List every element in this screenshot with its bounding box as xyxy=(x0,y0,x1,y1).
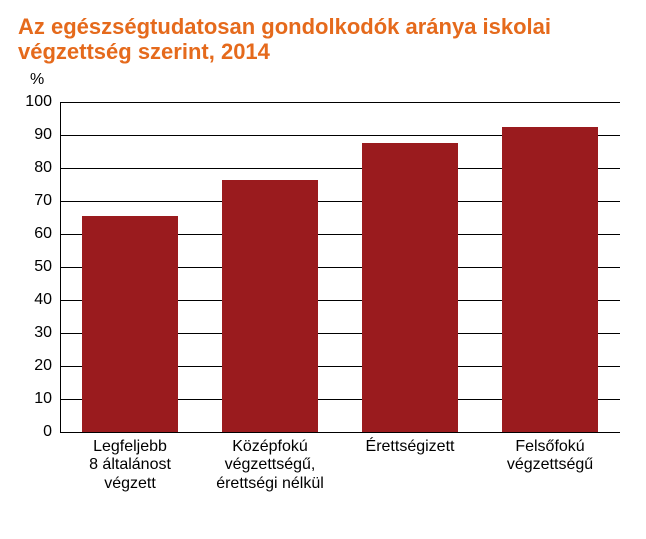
y-tick-label: 80 xyxy=(34,159,60,177)
y-tick-label: 90 xyxy=(34,126,60,144)
y-axis-label: % xyxy=(30,71,628,89)
plot-area: 0102030405060708090100 xyxy=(60,102,620,432)
y-tick-label: 0 xyxy=(43,423,60,441)
gridline xyxy=(60,102,620,103)
y-tick-label: 30 xyxy=(34,324,60,342)
chart-title: Az egészségtudatosan gondolkodók aránya … xyxy=(18,14,628,65)
x-tick-label: Érettségizett xyxy=(366,438,455,456)
y-tick-label: 70 xyxy=(34,192,60,210)
x-tick-label: Középfokúvégzettségű,érettségi nélkül xyxy=(216,438,324,493)
y-tick-label: 60 xyxy=(34,225,60,243)
bar xyxy=(222,180,317,432)
chart-container: Az egészségtudatosan gondolkodók aránya … xyxy=(0,0,646,539)
y-tick-label: 20 xyxy=(34,357,60,375)
bar xyxy=(362,143,457,432)
y-tick-label: 100 xyxy=(25,93,60,111)
y-tick-label: 40 xyxy=(34,291,60,309)
x-tick-label: Felsőfokúvégzettségű xyxy=(507,438,593,475)
y-tick-label: 10 xyxy=(34,390,60,408)
x-tick-label: Legfeljebb8 általánostvégzett xyxy=(89,438,171,493)
gridline xyxy=(60,432,620,433)
bar xyxy=(502,127,597,432)
y-tick-label: 50 xyxy=(34,258,60,276)
bar xyxy=(82,216,177,432)
